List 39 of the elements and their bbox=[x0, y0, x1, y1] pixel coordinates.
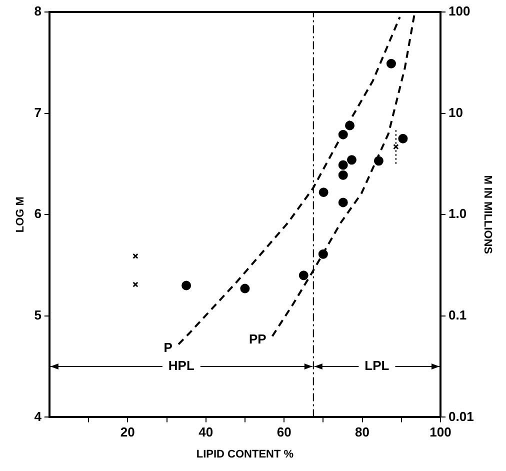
y-tick-label: 5 bbox=[34, 307, 42, 322]
annotation: HPL bbox=[168, 358, 194, 374]
x-axis-title: LIPID CONTENT % bbox=[196, 448, 294, 460]
y-tick-label: 4 bbox=[34, 408, 42, 424]
point bbox=[132, 282, 138, 288]
x-tick-label: 20 bbox=[120, 424, 135, 440]
point bbox=[345, 120, 355, 130]
point bbox=[132, 253, 138, 260]
x-tick-label: 80 bbox=[355, 424, 370, 440]
y2-tick-label: 0.01 bbox=[448, 408, 474, 424]
y2-tick-label: 10 bbox=[448, 104, 463, 120]
point bbox=[346, 155, 356, 165]
annotation: LPL bbox=[364, 358, 390, 374]
y-tick-label: 7 bbox=[34, 104, 42, 120]
point bbox=[318, 249, 328, 259]
series-label: P bbox=[164, 340, 173, 355]
series-label: PP bbox=[248, 332, 267, 347]
point bbox=[338, 160, 348, 170]
y2-tick-label: 0.1 bbox=[448, 307, 467, 322]
point bbox=[240, 284, 250, 294]
point bbox=[338, 198, 348, 208]
y2-axis-title: M IN MILLIONS bbox=[481, 175, 494, 254]
x-tick-label: 60 bbox=[276, 424, 292, 440]
y-tick-label: 6 bbox=[34, 206, 42, 222]
point bbox=[338, 170, 348, 180]
point bbox=[298, 270, 308, 280]
point bbox=[386, 58, 396, 68]
y-tick-label: 8 bbox=[34, 4, 42, 19]
point bbox=[393, 144, 399, 150]
y2-tick-label: 100 bbox=[448, 4, 470, 19]
point bbox=[338, 130, 348, 140]
point bbox=[398, 134, 408, 144]
x-tick-label: 100 bbox=[430, 424, 452, 440]
point bbox=[318, 188, 328, 198]
y2-tick-label: 1.0 bbox=[448, 206, 467, 222]
y-axis-title: LOG M bbox=[14, 196, 27, 233]
point bbox=[182, 280, 192, 290]
point bbox=[374, 156, 384, 166]
x-tick-label: 40 bbox=[198, 424, 214, 440]
